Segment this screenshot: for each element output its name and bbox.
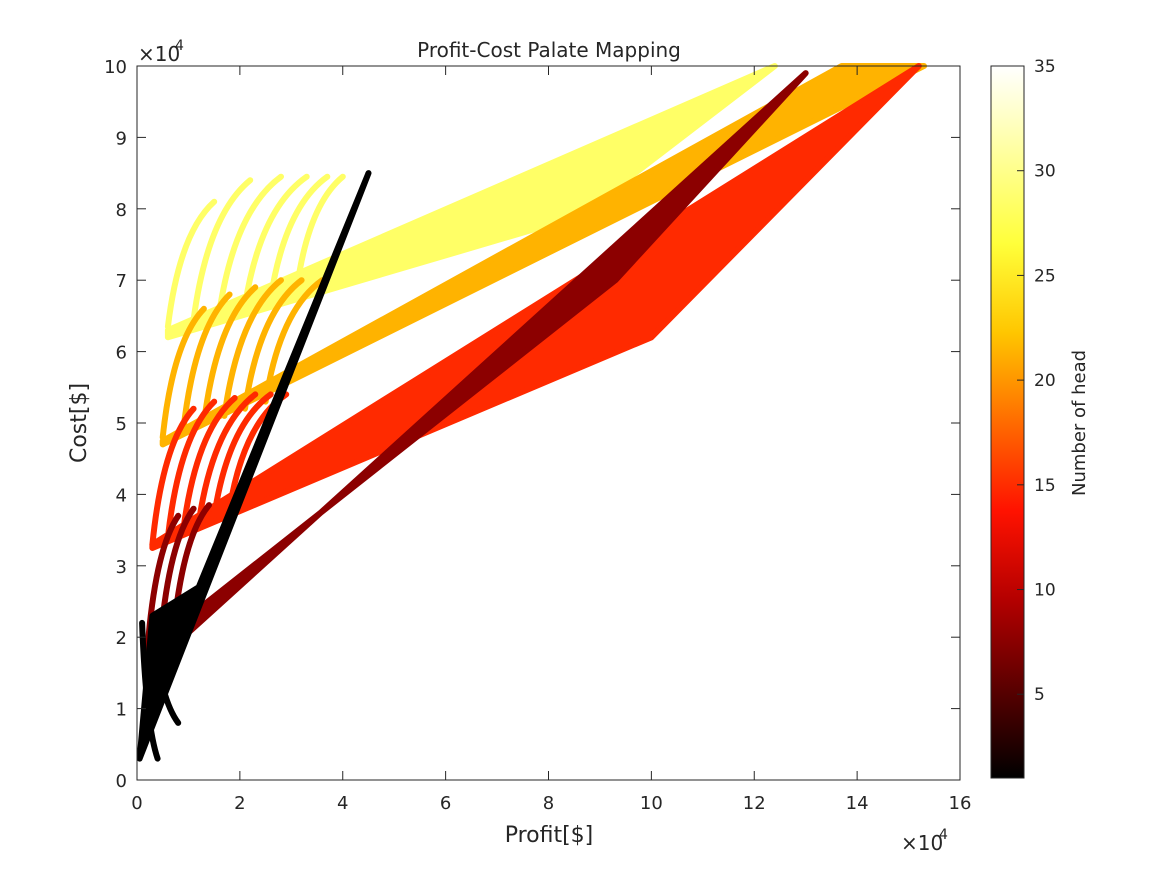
y-tick-label: 7: [116, 271, 127, 292]
colorbar-tick-label: 5: [1034, 685, 1045, 705]
colorbar-tick-label: 10: [1034, 581, 1056, 601]
series-arc-28-3: [242, 173, 310, 309]
x-exponent-label: ×10 4: [901, 827, 948, 855]
y-tick-label: 10: [104, 57, 127, 78]
y-exponent-power: 4: [175, 38, 184, 54]
y-tick-label: 1: [116, 700, 127, 721]
x-tick-label: 2: [234, 793, 245, 814]
colorbar: [990, 65, 1025, 779]
y-tick-label: 6: [116, 343, 127, 364]
series-arc-22-4: [242, 277, 305, 412]
y-axis-label: Cost[$]: [67, 383, 92, 463]
y-tick-label: 0: [116, 771, 127, 792]
colorbar-tick-label: 35: [1034, 57, 1056, 77]
series-arc-28-0: [164, 198, 218, 330]
x-tick-label: 16: [949, 793, 972, 814]
series-arc-1-1: [149, 616, 182, 726]
series-arc-1-0: [139, 619, 161, 762]
x-axis: 0 2 4 6 8 10 12 14 16: [131, 66, 971, 814]
x-tick-label: 14: [846, 793, 869, 814]
x-exponent-base: ×10: [901, 831, 943, 855]
series-band-1: [136, 170, 372, 762]
x-tick-label: 12: [743, 793, 766, 814]
x-tick-label: 8: [543, 793, 554, 814]
series-arc-28-5: [293, 173, 346, 294]
x-tick-label: 0: [131, 793, 142, 814]
series-arc-28-1: [190, 177, 254, 323]
y-exponent-label: ×10 4: [138, 38, 184, 66]
colorbar-tick-label: 20: [1034, 371, 1056, 391]
series-arc-15-4: [211, 391, 274, 519]
x-axis-label: Profit[$]: [505, 823, 594, 848]
y-tick-label: 2: [116, 628, 127, 649]
series-arc-22-2: [200, 284, 259, 426]
series-arc-15-2: [180, 395, 238, 534]
x-tick-label: 6: [440, 793, 451, 814]
colorbar-axis: 5 10 15 20 25 30 35: [1017, 57, 1056, 705]
series-arc-15-0: [149, 405, 197, 548]
colorbar-tick-label: 15: [1034, 476, 1056, 496]
series-heads-1: [136, 170, 372, 762]
y-tick-label: 9: [116, 128, 127, 149]
colorbar-tick-label: 30: [1034, 162, 1056, 182]
series-arc-22-1: [180, 291, 233, 434]
x-exponent-power: 4: [939, 827, 948, 843]
y-tick-label: 3: [116, 557, 127, 578]
y-exponent-base: ×10: [138, 42, 180, 66]
series-arc-22-3: [221, 277, 284, 419]
x-tick-label: 4: [337, 793, 348, 814]
y-tick-label: 4: [116, 485, 127, 506]
series-arc-22-0: [159, 305, 207, 441]
series-arc-28-4: [267, 173, 331, 301]
x-tick-label: 10: [640, 793, 663, 814]
series-arc-15-1: [164, 398, 218, 541]
series-arc-15-3: [195, 391, 259, 526]
colorbar-label: Number of head: [1069, 350, 1090, 496]
y-tick-label: 5: [116, 414, 127, 435]
colorbar-tick-label: 25: [1034, 266, 1056, 286]
y-axis: 0 1 2 3 4 5 6 7 8 9 10: [104, 57, 960, 792]
chart-title: Profit-Cost Palate Mapping: [417, 38, 681, 62]
series-arc-22-5: [262, 277, 326, 405]
y-tick-label: 8: [116, 200, 127, 221]
series-arc-28-2: [216, 173, 284, 316]
